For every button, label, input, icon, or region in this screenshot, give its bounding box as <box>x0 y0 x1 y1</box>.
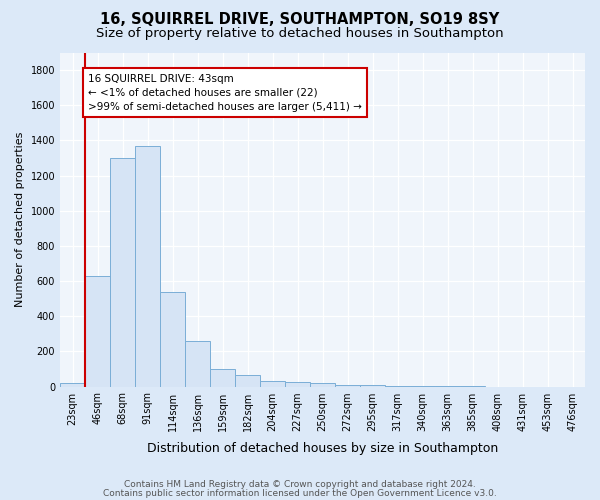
Bar <box>260 382 285 386</box>
Text: Contains HM Land Registry data © Crown copyright and database right 2024.: Contains HM Land Registry data © Crown c… <box>124 480 476 489</box>
Bar <box>185 341 210 386</box>
Bar <box>85 276 110 386</box>
Bar <box>160 292 185 386</box>
Bar <box>335 385 360 386</box>
Bar <box>235 375 260 386</box>
Bar <box>360 385 385 386</box>
Y-axis label: Number of detached properties: Number of detached properties <box>15 132 25 307</box>
Bar <box>60 382 85 386</box>
Bar <box>135 146 160 386</box>
X-axis label: Distribution of detached houses by size in Southampton: Distribution of detached houses by size … <box>147 442 498 455</box>
Text: Contains public sector information licensed under the Open Government Licence v3: Contains public sector information licen… <box>103 488 497 498</box>
Bar <box>310 384 335 386</box>
Bar <box>285 382 310 386</box>
Text: 16, SQUIRREL DRIVE, SOUTHAMPTON, SO19 8SY: 16, SQUIRREL DRIVE, SOUTHAMPTON, SO19 8S… <box>100 12 500 28</box>
Text: 16 SQUIRREL DRIVE: 43sqm
← <1% of detached houses are smaller (22)
>99% of semi-: 16 SQUIRREL DRIVE: 43sqm ← <1% of detach… <box>88 74 362 112</box>
Text: Size of property relative to detached houses in Southampton: Size of property relative to detached ho… <box>96 28 504 40</box>
Bar <box>210 369 235 386</box>
Bar <box>110 158 135 386</box>
